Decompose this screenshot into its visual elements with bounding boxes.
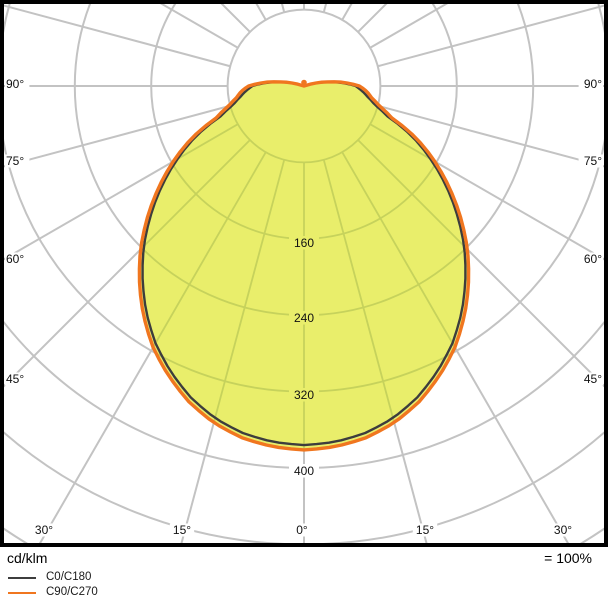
angle-gridline bbox=[220, 4, 251, 33]
radial-tick-bg bbox=[289, 388, 319, 402]
curve-c90-c270 bbox=[137, 80, 471, 452]
angle-tick-label: 75° bbox=[584, 154, 602, 168]
angle-tick-label: 75° bbox=[6, 154, 24, 168]
angle-tick-label: 60° bbox=[6, 252, 24, 266]
angle-tick-bg bbox=[169, 523, 195, 537]
angle-tick-label: 90° bbox=[6, 77, 24, 91]
angle-gridline bbox=[139, 139, 251, 450]
angle-gridline bbox=[369, 4, 449, 49]
angle-gridline bbox=[0, 0, 238, 48]
angle-tick-bg bbox=[578, 252, 603, 266]
angle-tick-bg bbox=[578, 77, 603, 91]
angle-tick-label: 30° bbox=[35, 523, 53, 537]
angle-tick-bg bbox=[5, 372, 30, 386]
angle-tick-bg bbox=[578, 154, 603, 168]
angle-gridline bbox=[341, 151, 469, 450]
angle-tick-label: 90° bbox=[584, 77, 602, 91]
angle-tick-label: 45° bbox=[584, 372, 602, 386]
angle-gridline bbox=[139, 159, 286, 450]
chart-frame bbox=[0, 0, 608, 547]
chart-footer: cd/klm = 100% C0/C180 C90/C270 bbox=[0, 548, 608, 600]
angle-tick-label: 45° bbox=[6, 372, 24, 386]
unit-label: cd/klm bbox=[7, 550, 48, 566]
radial-tick-label: 240 bbox=[294, 311, 314, 325]
angle-tick-label: 30° bbox=[554, 523, 572, 537]
angle-gridline bbox=[4, 123, 239, 261]
angle-tick-bg bbox=[550, 523, 576, 537]
radial-tick-label: 320 bbox=[294, 388, 314, 402]
angle-tick-label: 0° bbox=[296, 523, 308, 537]
angle-tick-bg bbox=[293, 523, 311, 537]
angle-gridline bbox=[377, 4, 604, 68]
radial-tick-bg bbox=[289, 236, 319, 250]
angle-gridline bbox=[159, 4, 239, 49]
angle-tick-bg bbox=[5, 154, 30, 168]
angle-gridline bbox=[357, 139, 469, 450]
angle-gridline bbox=[370, 0, 608, 48]
radial-tick-label: 160 bbox=[294, 236, 314, 250]
angle-gridline bbox=[322, 159, 469, 450]
angle-gridline bbox=[4, 104, 231, 168]
angle-gridline bbox=[4, 4, 231, 68]
angle-tick-bg bbox=[578, 372, 603, 386]
angle-gridline bbox=[357, 4, 388, 33]
angle-tick-bg bbox=[5, 77, 30, 91]
angle-gridline bbox=[0, 0, 250, 32]
angle-gridline bbox=[377, 104, 604, 168]
normalization-label: = 100% bbox=[544, 550, 592, 566]
legend-label-c90: C90/C270 bbox=[46, 586, 98, 598]
angle-tick-bg bbox=[5, 252, 30, 266]
angle-tick-label: 15° bbox=[416, 523, 434, 537]
legend-line-swatch-c90 bbox=[8, 591, 36, 594]
angle-gridline bbox=[358, 0, 608, 32]
curve-apex-marker bbox=[301, 79, 307, 86]
angle-gridline bbox=[139, 151, 267, 450]
legend: C0/C180 C90/C270 bbox=[8, 570, 98, 600]
legend-line-swatch-c0 bbox=[8, 576, 36, 579]
radial-tick-bg bbox=[289, 464, 319, 478]
angle-tick-bg bbox=[31, 523, 57, 537]
legend-label-c0: C0/C180 bbox=[46, 571, 92, 583]
angle-tick-bg bbox=[412, 523, 438, 537]
legend-item-c0-c180: C0/C180 bbox=[8, 570, 98, 585]
angle-tick-label: 15° bbox=[173, 523, 191, 537]
angle-gridline bbox=[369, 123, 604, 261]
legend-item-c90-c270: C90/C270 bbox=[8, 585, 98, 600]
angle-tick-label: 60° bbox=[584, 252, 602, 266]
polar-intensity-chart: 160 240 320 400 90° 75° 60° 45° 30° 15° 0° 15° 30° 45… bbox=[0, 0, 608, 547]
curve-c0-c180 bbox=[141, 80, 467, 447]
radial-tick-label: 400 bbox=[294, 464, 314, 478]
radial-tick-bg bbox=[289, 311, 319, 325]
